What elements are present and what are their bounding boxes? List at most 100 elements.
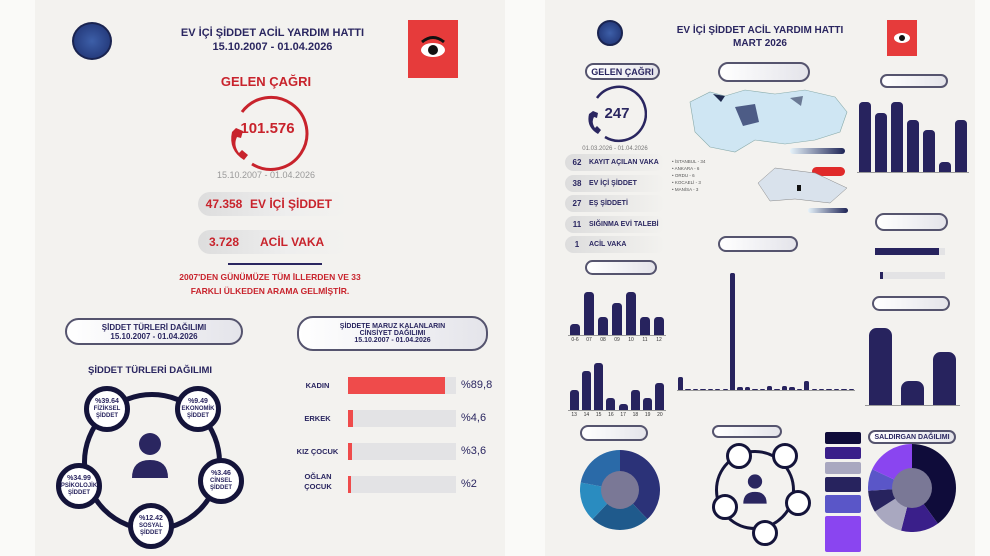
hourly-chart-2-bar	[581, 370, 591, 410]
saldirgan-pill: SALDIRGAN DAĞILIMI	[868, 430, 956, 444]
middle-chart-bar	[707, 389, 714, 390]
city-item: • ORDU - 6	[672, 173, 695, 178]
right-mid-chart-bar	[932, 351, 956, 405]
right-title: EV İÇİ ŞİDDET ACİL YARDIM HATTI	[676, 25, 844, 36]
violence-type-node: %9.49 EKONOMİK ŞİDDET	[175, 386, 221, 432]
list-count: 27	[572, 199, 582, 208]
type-label: CİNSEL	[209, 478, 232, 484]
calls-value: 101.576	[240, 120, 295, 137]
gender-bar-fill	[348, 476, 351, 493]
list-label: ACİL VAKA	[589, 241, 627, 248]
donut-hole	[601, 471, 639, 509]
list-count: 38	[572, 178, 582, 188]
hourly-chart-1-xlabel: 0-6	[571, 337, 579, 343]
chart-pill	[585, 260, 657, 275]
gender-bar	[348, 443, 456, 460]
list-label: EŞ ŞİDDETİ	[589, 200, 628, 207]
stat-value: 47.358	[205, 197, 243, 211]
top-right-chart-bar	[907, 119, 919, 172]
middle-chart-bar	[781, 385, 788, 390]
hourly-chart-1-xlabel: 10	[628, 337, 634, 343]
gender-pct: %89,8	[461, 379, 493, 391]
hourly-chart-1-bar	[569, 324, 581, 335]
right-mid-chart-bar	[869, 327, 893, 405]
city-item: • ANKARA - 6	[672, 166, 700, 171]
gender-pct: %3,6	[461, 445, 487, 457]
donut-right	[868, 444, 956, 532]
hourly-chart-1-bar	[597, 317, 609, 335]
hotline-sign-logo	[887, 20, 917, 56]
pill-line: 15.10.2007 - 01.04.2026	[110, 331, 198, 341]
middle-chart-bar	[729, 273, 736, 390]
middle-chart-bar	[737, 387, 743, 390]
hourly-chart-1-bar	[611, 302, 623, 335]
gender-label: KADIN	[305, 381, 330, 390]
gender-pct: %2	[461, 478, 477, 490]
type-pct: %3.46	[211, 469, 231, 477]
gender-bar	[348, 410, 456, 427]
violence-type-node	[712, 494, 738, 520]
donut-slice	[912, 444, 956, 524]
note-line-2: FARKLI ÜLKEDEN ARAMA GELMİŞTİR.	[190, 286, 350, 296]
list-item: 1 ACİL VAKA	[565, 236, 665, 253]
hourly-chart-1-bar	[639, 317, 651, 335]
type-label: ŞİDDET	[67, 490, 90, 497]
hourly-chart-2-bar	[594, 362, 604, 410]
legend-item	[825, 447, 861, 459]
city-item: • KOCAELİ - 3	[672, 180, 701, 185]
list-item: 11 SIĞINMA EVİ TALEBİ	[565, 215, 665, 233]
stat-acil-vaka: 3.728 ACİL VAKA	[198, 230, 348, 254]
hourly-chart-2-xlabel: 14	[583, 412, 590, 418]
woman-avatar-icon	[743, 474, 767, 504]
type-label: EKONOMİK	[181, 406, 215, 412]
city-item: • MANİSA - 3	[672, 187, 699, 192]
middle-chart-bar	[759, 389, 765, 390]
pill-line: CİNSİYET DAĞILIMI	[359, 330, 426, 337]
kiz-fill	[880, 272, 883, 279]
kadin-fill	[875, 248, 940, 255]
gender-bar	[348, 377, 456, 394]
divider	[228, 263, 322, 265]
red-marker	[812, 167, 845, 176]
hourly-chart-1-axis	[568, 335, 666, 336]
hourly-chart-2-bar	[643, 398, 653, 410]
list-label: SIĞINMA EVİ TALEBİ	[589, 220, 659, 228]
list-count: 1	[574, 240, 580, 249]
middle-chart-bar	[767, 385, 773, 390]
top-right-chart-axis	[857, 172, 969, 173]
hourly-chart-1-xlabel: 12	[656, 337, 662, 343]
hourly-chart-2-bar	[655, 382, 665, 410]
type-label: ŞİDDET	[186, 413, 209, 420]
middle-chart-bar	[818, 389, 825, 390]
pill-line: ŞİDDET TÜRLERİ DAĞILIMI	[101, 322, 207, 332]
hourly-chart-2-xlabel: 18	[632, 412, 639, 418]
violence-type-node	[772, 443, 798, 469]
hourly-chart-2-xlabel: 15	[595, 412, 602, 418]
list-item: 27 EŞ ŞİDDETİ	[565, 195, 665, 212]
legend-item	[825, 432, 861, 444]
middle-chart-bar	[700, 389, 706, 390]
hourly-chart-2-xlabel: 16	[608, 412, 614, 418]
gender-pill: ŞİDDETE MARUZ KALANLARIN CİNSİYET DAĞILIM…	[297, 316, 488, 351]
chart-pill	[718, 236, 798, 252]
type-label: ŞİDDET	[95, 413, 118, 420]
middle-chart-axis	[677, 390, 855, 391]
donut-slice	[592, 490, 648, 530]
type-label: ŞİDDET	[139, 530, 162, 537]
kadin-bar	[875, 248, 945, 255]
middle-chart-bar	[833, 389, 840, 390]
violence-type-node	[785, 490, 811, 516]
list-count: 62	[572, 158, 582, 167]
calls-label: GELEN ÇAĞRI	[220, 74, 312, 89]
gender-pct: %4,6	[461, 412, 487, 424]
city-list: • İSTANBUL - 34 • ANKARA - 6 • ORDU - 6 • K…	[672, 158, 705, 193]
left-period: 15.10.2007 - 01.04.2026	[212, 41, 333, 53]
violence-type-node	[726, 443, 752, 469]
type-pct: %34.99	[67, 474, 91, 482]
right-subtitle: MART 2026	[733, 38, 787, 49]
middle-chart-bar	[752, 389, 758, 390]
list-item: 62 KAYIT AÇILAN VAKA	[565, 154, 665, 171]
legend-item	[825, 477, 861, 492]
gender-bar	[348, 476, 456, 493]
gender-bar-fill	[348, 410, 353, 427]
